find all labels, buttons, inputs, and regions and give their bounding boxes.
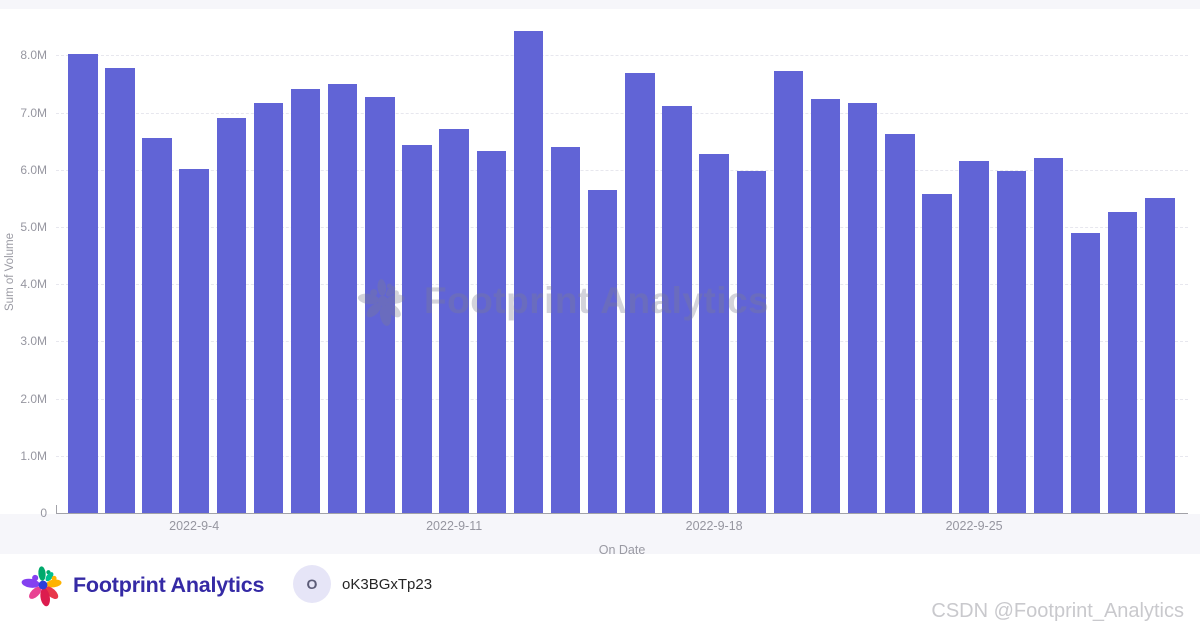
- gridline-7.0M: [56, 112, 1188, 114]
- bar-2022-9-24[interactable]: [922, 193, 952, 513]
- bar-2022-9-7[interactable]: [290, 88, 321, 513]
- bar-2022-9-13[interactable]: [513, 31, 544, 513]
- bar-2022-9-25[interactable]: [959, 161, 989, 513]
- bar-2022-9-2[interactable]: [105, 67, 135, 513]
- legend-symbol: O: [306, 576, 318, 592]
- y-tick-label-6.0M: 6.0M: [20, 162, 47, 177]
- legend-label: oK3BGxTp23: [342, 575, 433, 593]
- top-background-band: [0, 0, 1200, 9]
- bar-2022-9-9[interactable]: [365, 96, 395, 513]
- x-axis-line: [56, 513, 1188, 514]
- y-tick-label-0: 0: [40, 506, 47, 520]
- gridline-6.0M: [56, 169, 1188, 171]
- bar-2022-9-22[interactable]: [847, 103, 878, 513]
- csdn-attribution: CSDN @Footprint_Analytics: [931, 600, 1184, 622]
- y-tick-label-1.0M: 1.0M: [20, 448, 47, 463]
- bar-2022-9-28[interactable]: [1070, 232, 1101, 513]
- bar-2022-9-27[interactable]: [1033, 157, 1064, 513]
- y-tick-label-8.0M: 8.0M: [20, 48, 47, 63]
- y-tick-label-7.0M: 7.0M: [20, 105, 47, 120]
- y-axis-zero-tick: [56, 505, 57, 513]
- bar-2022-9-8[interactable]: [327, 84, 358, 513]
- legend-item[interactable]: O oK3BGxTp23: [293, 565, 432, 603]
- bar-2022-9-23[interactable]: [885, 134, 915, 513]
- bar-2022-9-30[interactable]: [1145, 197, 1175, 513]
- bar-2022-9-26[interactable]: [996, 170, 1026, 513]
- bar-2022-9-29[interactable]: [1107, 212, 1138, 513]
- bar-2022-9-17[interactable]: [662, 105, 692, 513]
- y-tick-label-4.0M: 4.0M: [20, 277, 47, 292]
- y-axis-title: Sum of Volume: [4, 233, 16, 311]
- y-tick-label-3.0M: 3.0M: [20, 334, 47, 349]
- x-axis-title: On Date: [598, 543, 646, 557]
- bar-2022-9-12[interactable]: [476, 151, 507, 513]
- bar-2022-9-14[interactable]: [550, 147, 581, 513]
- gridline-8.0M: [56, 55, 1188, 57]
- gridline-3.0M: [56, 341, 1188, 343]
- xaxis-background-band: [0, 514, 1200, 554]
- bar-2022-9-15[interactable]: [587, 190, 618, 513]
- bar-2022-9-18[interactable]: [699, 154, 729, 513]
- footprint-logo-icon[interactable]: [20, 562, 66, 608]
- x-tick-label-2022-9-25: 2022-9-25: [945, 519, 1003, 533]
- x-tick-label-2022-9-11: 2022-9-11: [426, 519, 483, 533]
- bar-2022-9-21[interactable]: [810, 99, 841, 513]
- gridline-5.0M: [56, 227, 1188, 228]
- bar-2022-9-11[interactable]: [439, 128, 469, 513]
- bar-2022-9-19[interactable]: [736, 170, 767, 513]
- legend-symbol-badge: O: [293, 565, 331, 603]
- x-tick-label-2022-9-18: 2022-9-18: [685, 519, 743, 533]
- bar-2022-9-20[interactable]: [773, 71, 804, 513]
- brand-title[interactable]: Footprint Analytics: [73, 573, 265, 597]
- bar-2022-9-3[interactable]: [142, 137, 172, 513]
- gridline-2.0M: [56, 398, 1188, 400]
- gridline-4.0M: [56, 284, 1188, 286]
- bar-2022-9-4[interactable]: [179, 169, 209, 513]
- bar-2022-9-6[interactable]: [253, 102, 284, 513]
- y-tick-label-2.0M: 2.0M: [20, 391, 47, 406]
- bar-2022-9-1[interactable]: [68, 54, 98, 513]
- x-tick-label-2022-9-4: 2022-9-4: [169, 519, 220, 533]
- bar-2022-9-16[interactable]: [625, 73, 655, 513]
- bar-2022-9-5[interactable]: [216, 118, 247, 513]
- y-tick-label-5.0M: 5.0M: [20, 220, 47, 234]
- gridline-1.0M: [56, 455, 1188, 457]
- bar-2022-9-10[interactable]: [402, 144, 432, 513]
- chart-footer: Footprint Analytics O oK3BGxTp23: [0, 556, 1200, 630]
